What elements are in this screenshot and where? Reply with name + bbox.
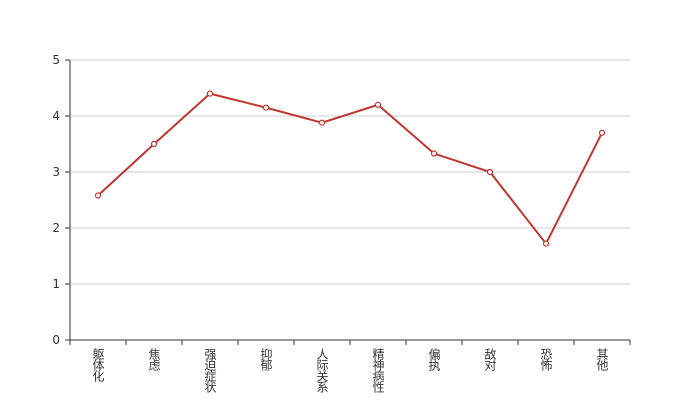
- point: [598, 129, 606, 136]
- point: [262, 104, 270, 111]
- point: [94, 192, 102, 199]
- point: [542, 240, 550, 247]
- point: [150, 140, 158, 148]
- y-tick-label: 4: [52, 109, 60, 123]
- y-tick-label: 3: [52, 165, 60, 179]
- x-tick-label: 人际关系: [315, 348, 329, 393]
- point: [318, 119, 326, 126]
- point: [206, 90, 214, 97]
- point: [430, 150, 438, 157]
- x-tick-label: 强迫症状: [203, 348, 217, 393]
- x-tick-label: 敌对: [483, 347, 497, 371]
- y-tick-label: 0: [52, 333, 60, 347]
- y-tick-label: 2: [52, 221, 60, 235]
- line: [97, 92, 603, 246]
- x-tick-label: 躯体化: [91, 347, 105, 383]
- x-tick-label: 焦虑: [147, 348, 161, 371]
- point: [486, 168, 494, 176]
- x-tick-label: 抑郁: [259, 347, 273, 372]
- y-tick-label: 5: [52, 53, 60, 67]
- x-tick-label: 偏执: [427, 347, 441, 372]
- x-tick-label: 恐怖: [539, 348, 553, 371]
- x-tick-label: 精神病性: [371, 348, 385, 394]
- point: [374, 101, 382, 108]
- y-tick-label: 1: [52, 277, 60, 291]
- x-tick-label: 其他: [595, 348, 609, 371]
